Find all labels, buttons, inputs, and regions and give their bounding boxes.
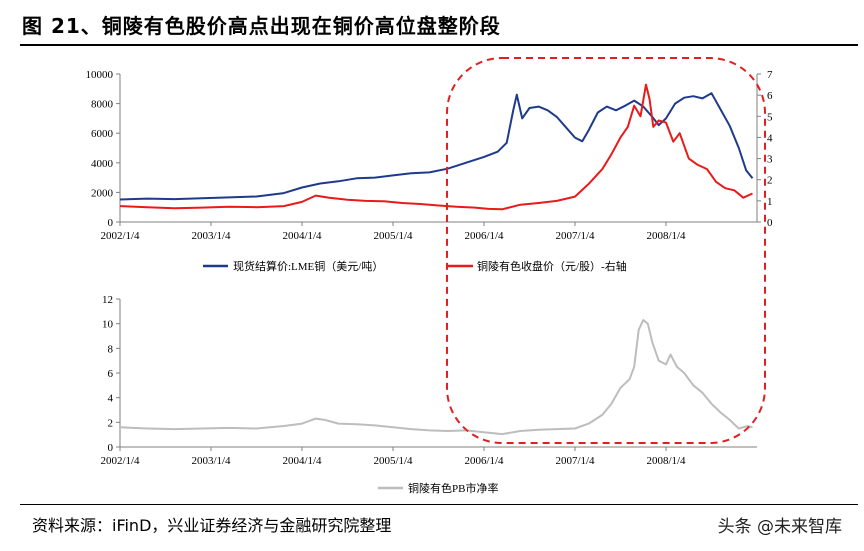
left-tick-label: 6: [108, 368, 114, 380]
title-divider: [20, 44, 858, 46]
x-tick-label: 2002/1/4: [100, 230, 140, 242]
left-tick-label: 4: [108, 393, 114, 405]
series-line-2: [119, 83, 753, 211]
right-tick-label: 4: [767, 132, 773, 144]
x-tick-label: 2005/1/4: [373, 455, 413, 467]
x-tick-label: 2008/1/4: [646, 455, 686, 467]
right-tick-label: 1: [767, 196, 773, 208]
left-tick-label: 0: [108, 442, 114, 454]
watermark: 头条 @未来智库: [717, 517, 842, 537]
source-divider: [20, 504, 858, 505]
x-tick-label: 2006/1/4: [464, 230, 504, 242]
x-tick-label: 2003/1/4: [191, 230, 231, 242]
right-tick-label: 7: [767, 69, 773, 81]
x-tick-label: 2004/1/4: [282, 455, 322, 467]
x-tick-label: 2002/1/4: [100, 455, 140, 467]
top-legend: 现货结算价:LME铜（美元/吨） 铜陵有色收盘价（元/股）-右轴: [203, 259, 627, 273]
series-line-1: [119, 92, 754, 201]
bottom-chart: 0 2 4 6 8 10 12 2002/1/4 2003/1/4 2004/1/4 2005/1/…: [100, 294, 757, 467]
x-tick-label: 2004/1/4: [282, 230, 322, 242]
legend-label-pb: 铜陵有色PB市净率: [408, 481, 498, 495]
x-tick-label: 2005/1/4: [373, 230, 413, 242]
left-tick-label: 6000: [91, 128, 114, 140]
left-tick-label: 0: [108, 217, 114, 229]
bottom-legend: 铜陵有色PB市净率: [378, 481, 498, 495]
left-tick-label: 2000: [91, 187, 114, 199]
legend-label-tlys: 铜陵有色收盘价（元/股）-右轴: [477, 259, 627, 273]
left-tick-label: 8000: [91, 99, 114, 111]
top-chart: 0 2000 4000 6000 8000 10000 0 1 2 3 4 5 6 7 2002/1/4 20…: [86, 69, 774, 242]
right-tick-label: 5: [767, 111, 773, 123]
left-tick-label: 12: [102, 294, 113, 306]
source-note: 资料来源：iFinD，兴业证券经济与金融研究院整理: [32, 516, 392, 535]
right-tick-label: 3: [767, 154, 773, 166]
left-tick-label: 10: [102, 319, 114, 331]
right-tick-label: 6: [767, 90, 773, 102]
page-title: 图 21、铜陵有色股价高点出现在铜价高位盘整阶段: [22, 14, 501, 38]
right-tick-label: 2: [767, 175, 773, 187]
x-tick-label: 2006/1/4: [464, 455, 504, 467]
x-tick-label: 2003/1/4: [191, 455, 231, 467]
left-tick-label: 2: [108, 417, 114, 429]
highlight-box: [446, 57, 766, 444]
x-tick-label: 2007/1/4: [555, 455, 595, 467]
x-tick-label: 2008/1/4: [646, 230, 686, 242]
left-tick-label: 10000: [86, 69, 114, 81]
left-tick-label: 4000: [91, 158, 114, 170]
series-line-1: [119, 319, 753, 436]
legend-label-lme: 现货结算价:LME铜（美元/吨）: [233, 259, 383, 273]
x-tick-label: 2007/1/4: [555, 230, 595, 242]
right-tick-label: 0: [767, 217, 773, 229]
left-tick-label: 8: [108, 343, 114, 355]
